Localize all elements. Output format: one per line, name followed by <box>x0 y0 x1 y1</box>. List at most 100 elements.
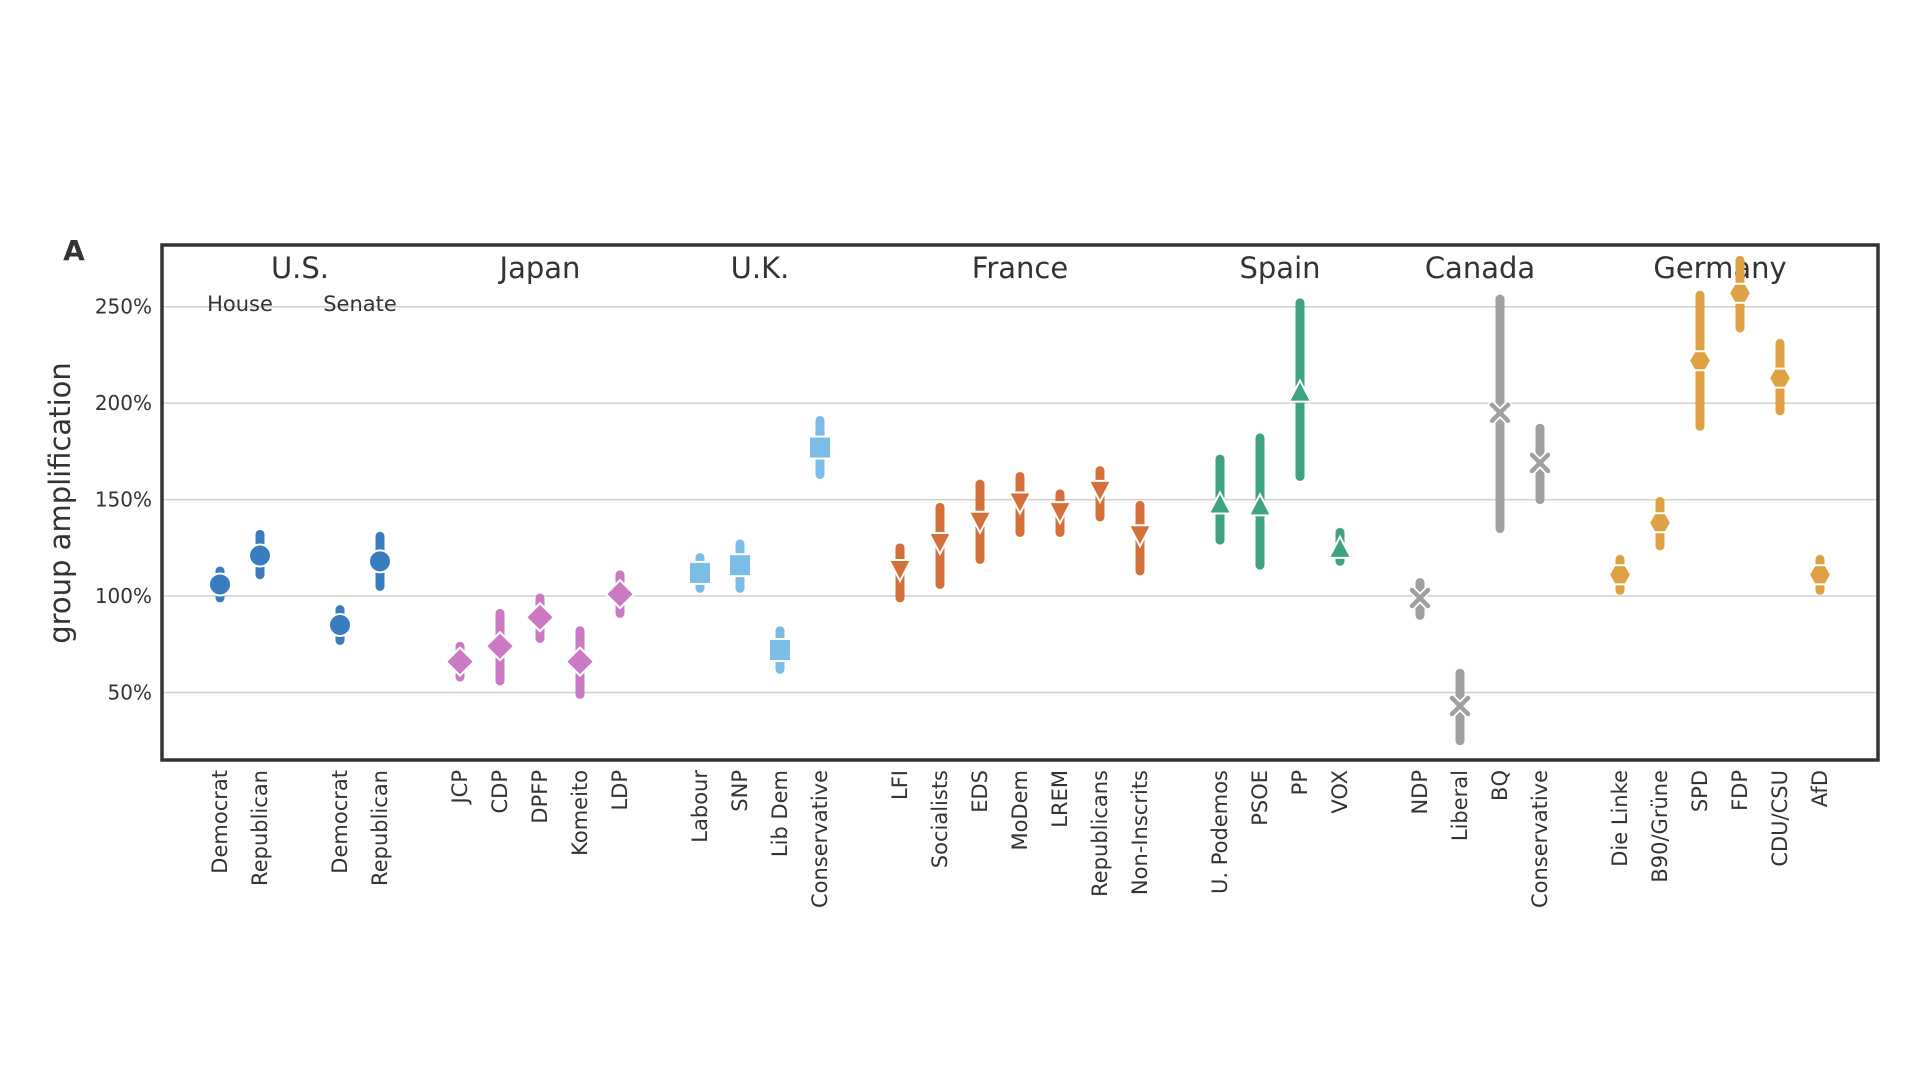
marker-diamond <box>564 646 596 678</box>
x-tick-label: Conservative <box>808 770 832 908</box>
party-mark <box>328 605 352 645</box>
x-tick-label: LFI <box>888 770 912 800</box>
party-mark <box>1127 500 1153 576</box>
marker-diamond <box>604 578 636 610</box>
x-tick-label: Republican <box>248 770 272 886</box>
country-label: Germany <box>1653 251 1786 285</box>
marker-hexagon <box>1687 350 1713 372</box>
party-mark <box>887 543 913 603</box>
x-tick-label: BQ <box>1488 770 1512 801</box>
party-mark <box>1528 423 1552 505</box>
party-mark <box>368 531 392 591</box>
country-label: U.S. <box>271 251 329 285</box>
marker-square <box>728 553 752 578</box>
marker-diamond <box>524 601 556 633</box>
marker-hexagon <box>1767 367 1793 389</box>
country-headers: House Senate U.S. Japan U.K. France Spain Canad… <box>207 251 1787 316</box>
party-mark <box>1047 489 1073 537</box>
party-mark <box>688 552 712 593</box>
party-mark <box>768 626 792 674</box>
x-tick-label: Democrat <box>328 770 352 874</box>
y-tick-label: 50% <box>108 680 152 704</box>
panel-label: A <box>63 234 85 267</box>
party-mark <box>444 641 476 682</box>
party-mark <box>1607 554 1633 595</box>
party-mark <box>1687 290 1713 431</box>
x-tick-label: JCP <box>448 770 472 806</box>
y-axis-label: group amplification <box>43 362 77 644</box>
marker-triangle-up <box>1207 490 1233 515</box>
marker-triangle-down <box>967 510 993 535</box>
marker-triangle-down <box>1127 524 1153 549</box>
party-mark <box>1408 578 1432 620</box>
party-mark <box>1207 454 1233 545</box>
marker-triangle-up <box>1327 534 1353 559</box>
data-marks <box>208 255 1833 746</box>
y-tick-label: 200% <box>95 391 152 415</box>
x-tick-label: PSOE <box>1248 770 1272 826</box>
country-label: Canada <box>1425 251 1535 285</box>
marker-square <box>768 638 792 663</box>
marker-circle <box>248 543 272 568</box>
x-tick-label: NDP <box>1408 770 1432 815</box>
x-tick-label: EDS <box>968 770 992 813</box>
y-tick-label: 100% <box>95 584 152 608</box>
party-mark <box>728 539 752 593</box>
x-tick-label: Komeito <box>568 770 592 856</box>
x-tick-label: Die Linke <box>1608 770 1632 867</box>
x-axis-tick-labels: Democrat Republican Democrat Republican JCP C… <box>208 770 1832 908</box>
x-tick-label: Republican <box>368 770 392 886</box>
party-mark <box>1448 668 1472 746</box>
party-mark <box>1727 255 1753 333</box>
party-mark <box>604 570 636 618</box>
marker-hexagon <box>1647 512 1673 534</box>
country-label: U.K. <box>731 251 790 285</box>
party-mark <box>484 608 516 686</box>
y-axis-ticks: 50% 100% 150% 200% 250% <box>95 295 152 705</box>
party-mark <box>1767 338 1793 416</box>
country-label: Spain <box>1239 251 1320 285</box>
x-tick-label: Democrat <box>208 770 232 874</box>
marker-square <box>688 560 712 585</box>
party-mark <box>927 502 953 589</box>
marker-hexagon <box>1727 282 1753 304</box>
marker-hexagon <box>1607 564 1633 586</box>
party-mark <box>1488 294 1512 534</box>
marker-diamond <box>444 646 476 678</box>
x-tick-label: FDP <box>1728 770 1752 811</box>
party-mark <box>208 566 232 603</box>
marker-x <box>1409 587 1431 609</box>
x-tick-label: LREM <box>1048 770 1072 828</box>
x-tick-label: B90/Grüne <box>1648 770 1672 883</box>
marker-triangle-down <box>927 531 953 557</box>
marker-triangle-down <box>1047 501 1073 526</box>
party-mark <box>524 593 556 643</box>
country-label: Japan <box>498 251 581 285</box>
x-tick-label: U. Podemos <box>1208 770 1232 894</box>
marker-hexagon <box>1807 564 1833 586</box>
marker-x <box>1529 452 1551 474</box>
x-tick-label: Labour <box>688 770 712 843</box>
marker-diamond <box>484 630 516 662</box>
subgroup-label: Senate <box>323 292 397 316</box>
x-tick-label: Republicans <box>1088 770 1112 897</box>
party-mark <box>1247 433 1273 570</box>
marker-circle <box>328 612 352 637</box>
marker-triangle-down <box>1087 479 1113 505</box>
party-mark <box>1647 497 1673 551</box>
marker-triangle-up <box>1287 378 1313 403</box>
marker-circle <box>208 572 232 597</box>
x-tick-label: Liberal <box>1448 770 1472 841</box>
x-tick-label: Socialists <box>928 770 952 868</box>
party-mark <box>1287 298 1313 481</box>
x-tick-label: VOX <box>1328 770 1352 814</box>
marker-x <box>1489 402 1511 424</box>
marker-circle <box>368 549 392 574</box>
marker-triangle-down <box>1007 491 1033 516</box>
x-tick-label: PP <box>1288 770 1312 795</box>
x-tick-label: AfD <box>1808 770 1832 807</box>
party-mark <box>1007 471 1033 537</box>
party-mark <box>808 416 832 480</box>
party-mark <box>564 626 596 699</box>
